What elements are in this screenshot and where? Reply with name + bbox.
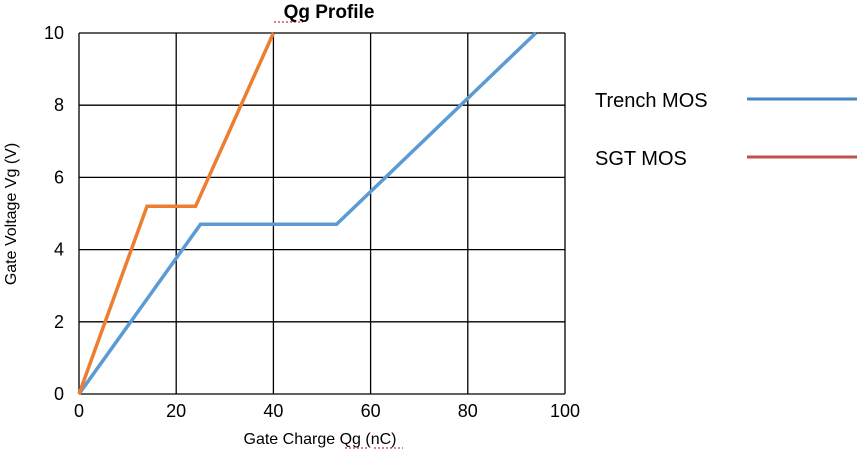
y-tick-label: 2: [54, 312, 64, 332]
grid-lines: [78, 32, 566, 395]
y-axis-label: Gate Voltage Vg (V): [3, 143, 20, 285]
series-line-sgt-mos: [77, 32, 275, 395]
x-tick-label: 40: [263, 401, 283, 421]
series-line-trench-mos: [77, 31, 538, 396]
y-tick-label: 0: [54, 384, 64, 404]
chart-title: Qg Profile: [284, 2, 375, 23]
y-tick-label: 6: [54, 167, 64, 187]
tick-labels: 0 20 40 60 80 100 0 2 4 6 8 10: [44, 23, 580, 421]
series-lines: [77, 31, 538, 396]
legend-label: SGT MOS: [595, 148, 687, 170]
y-tick-label: 4: [54, 240, 64, 260]
legend-label: Trench MOS: [595, 90, 708, 112]
legend: Trench MOS SGT MOS: [595, 90, 857, 170]
x-tick-label: 60: [361, 401, 381, 421]
x-tick-label: 100: [550, 401, 580, 421]
x-tick-label: 0: [74, 401, 84, 421]
x-tick-label: 80: [458, 401, 478, 421]
x-axis-label: Gate Charge Qg (nC): [244, 431, 397, 448]
y-tick-label: 8: [54, 95, 64, 115]
y-tick-label: 10: [44, 23, 64, 43]
x-tick-label: 20: [166, 401, 186, 421]
